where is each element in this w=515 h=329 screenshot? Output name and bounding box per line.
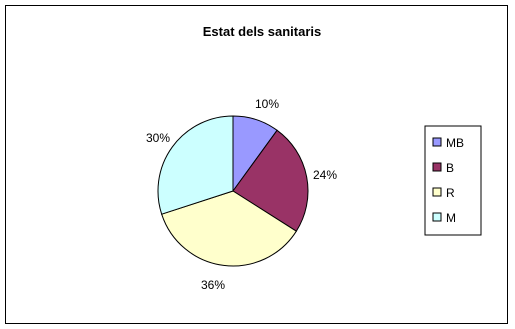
data-label-b: 24%	[313, 168, 337, 182]
data-label-r: 36%	[201, 278, 225, 292]
pie-slice-r	[161, 190, 298, 267]
legend-swatch-b	[432, 162, 442, 172]
legend-label-m: M	[446, 211, 456, 225]
data-label-m: 30%	[146, 131, 170, 145]
legend-label-b: B	[446, 161, 454, 175]
legend: MB BRM	[424, 125, 482, 236]
legend-swatch-m	[432, 212, 442, 222]
data-label-mb: 10%	[255, 97, 279, 111]
legend-swatch-mb	[432, 137, 442, 147]
pie-slice-m	[157, 115, 234, 215]
chart-title: Estat dels sanitaris	[203, 24, 322, 39]
legend-label-r: R	[446, 186, 455, 200]
pie-slice-b	[232, 129, 309, 232]
legend-label-mb: MB	[446, 136, 464, 150]
pie-data-labels: 10% 24% 36% 30%	[146, 97, 337, 292]
legend-swatch-r	[432, 187, 442, 197]
pie-slices	[157, 115, 309, 267]
